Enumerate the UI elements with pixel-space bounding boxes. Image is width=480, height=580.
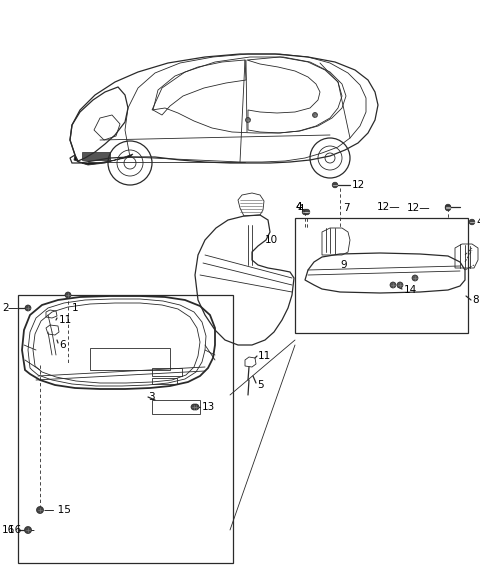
Circle shape <box>412 275 418 281</box>
Text: 12—: 12— <box>407 203 430 213</box>
Text: 16 —: 16 — <box>8 525 35 535</box>
Text: 10: 10 <box>265 235 278 245</box>
Circle shape <box>312 113 317 118</box>
Circle shape <box>65 292 71 298</box>
Text: 7: 7 <box>343 203 349 213</box>
Text: 6: 6 <box>59 340 66 350</box>
Bar <box>152 368 182 376</box>
Text: 9: 9 <box>340 260 347 270</box>
Text: 4: 4 <box>476 217 480 227</box>
Circle shape <box>445 204 451 210</box>
Text: — 15: — 15 <box>44 505 71 515</box>
Text: 1: 1 <box>72 303 79 313</box>
Circle shape <box>193 404 199 410</box>
Text: 4: 4 <box>295 202 301 212</box>
Text: 12: 12 <box>352 180 365 190</box>
Polygon shape <box>74 154 133 165</box>
Text: 8: 8 <box>472 295 479 305</box>
Circle shape <box>191 404 197 410</box>
Circle shape <box>36 506 44 513</box>
Text: 13: 13 <box>202 402 215 412</box>
Text: 5: 5 <box>257 380 264 390</box>
Circle shape <box>445 205 451 211</box>
Bar <box>18 295 233 563</box>
Bar <box>82 152 110 160</box>
Text: 3: 3 <box>148 392 155 402</box>
Bar <box>152 378 177 384</box>
Circle shape <box>245 118 251 122</box>
Bar <box>152 400 200 414</box>
Text: 4: 4 <box>297 204 304 214</box>
Text: 11: 11 <box>59 315 72 325</box>
Circle shape <box>24 527 32 534</box>
Text: 14: 14 <box>404 285 417 295</box>
Circle shape <box>469 219 475 225</box>
Text: 2: 2 <box>2 303 9 313</box>
Text: 4: 4 <box>295 202 301 212</box>
Text: 11: 11 <box>258 351 271 361</box>
Circle shape <box>397 282 403 288</box>
Circle shape <box>25 305 31 311</box>
Circle shape <box>332 182 338 188</box>
Text: —: — <box>8 303 18 313</box>
Circle shape <box>390 282 396 288</box>
Circle shape <box>302 209 308 215</box>
Bar <box>90 348 170 370</box>
Text: 16: 16 <box>2 525 15 535</box>
Circle shape <box>304 209 310 215</box>
Text: 12—: 12— <box>376 202 400 212</box>
Bar <box>295 218 468 333</box>
